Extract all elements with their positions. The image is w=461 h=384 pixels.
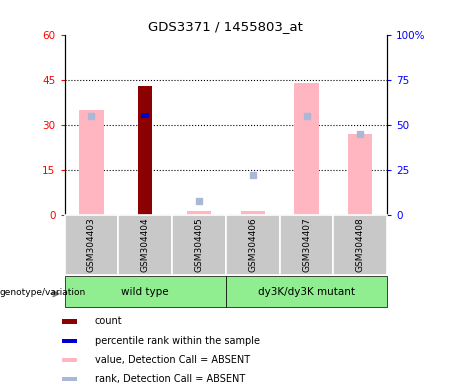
Text: GSM304406: GSM304406 (248, 217, 257, 272)
Bar (295, 83, 319, 215)
Text: percentile rank within the sample: percentile rank within the sample (95, 336, 260, 346)
Bar (62, 358, 77, 362)
Bar (280, 215, 333, 275)
Bar (348, 134, 372, 215)
Text: GSM304404: GSM304404 (141, 217, 150, 272)
Bar (226, 276, 387, 307)
Text: genotype/variation: genotype/variation (0, 288, 86, 298)
Text: GSM304403: GSM304403 (87, 217, 96, 272)
Bar (62, 339, 77, 343)
Bar (138, 86, 152, 215)
Bar (333, 215, 387, 275)
Text: count: count (95, 316, 123, 326)
Title: GDS3371 / 1455803_at: GDS3371 / 1455803_at (148, 20, 303, 33)
Text: GSM304407: GSM304407 (302, 217, 311, 272)
Bar (187, 210, 211, 215)
Bar (65, 276, 226, 307)
Bar (79, 110, 104, 215)
Bar (62, 377, 77, 381)
Text: value, Detection Call = ABSENT: value, Detection Call = ABSENT (95, 355, 250, 365)
Text: dy3K/dy3K mutant: dy3K/dy3K mutant (258, 287, 355, 297)
Text: rank, Detection Call = ABSENT: rank, Detection Call = ABSENT (95, 374, 245, 384)
Bar (226, 215, 280, 275)
Bar (118, 215, 172, 275)
Text: GSM304405: GSM304405 (195, 217, 203, 272)
Bar (62, 319, 77, 324)
Text: GSM304408: GSM304408 (356, 217, 365, 272)
Bar (241, 210, 265, 215)
Bar (141, 113, 149, 119)
Bar (172, 215, 226, 275)
Bar (65, 215, 118, 275)
Text: wild type: wild type (121, 287, 169, 297)
